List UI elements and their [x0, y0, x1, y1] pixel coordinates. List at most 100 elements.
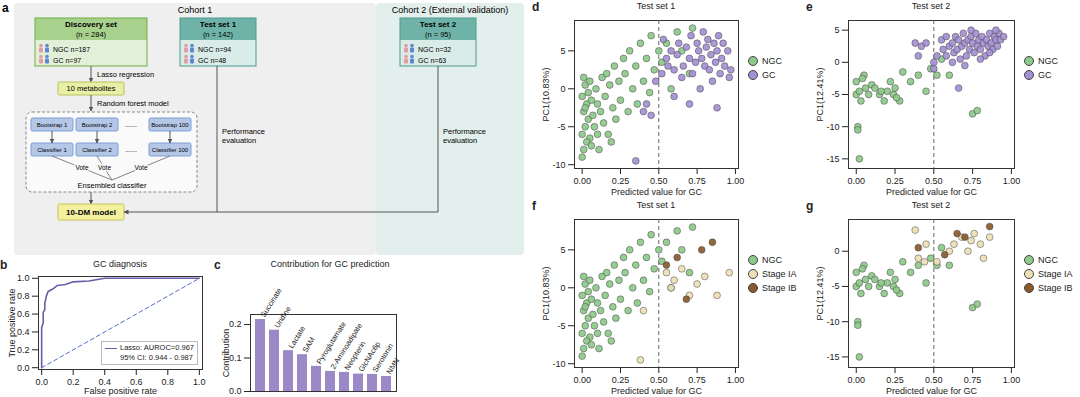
svg-text:Discovery set: Discovery set — [65, 20, 117, 29]
svg-text:-10: -10 — [552, 359, 565, 369]
svg-text:0.00: 0.00 — [847, 176, 865, 186]
svg-text:Vote: Vote — [75, 164, 88, 171]
svg-text:0.00: 0.00 — [573, 176, 591, 186]
svg-text:-15: -15 — [826, 352, 839, 362]
svg-text:0.50: 0.50 — [650, 176, 668, 186]
svg-text:0.0: 0.0 — [229, 386, 242, 396]
svg-text:0: 0 — [834, 57, 839, 67]
svg-text:Classifier 1: Classifier 1 — [37, 147, 67, 153]
svg-text:......: ...... — [125, 146, 137, 153]
svg-text:-5: -5 — [831, 281, 839, 291]
svg-text:Cohort 2 (External validation): Cohort 2 (External validation) — [392, 5, 509, 15]
svg-text:Test set 2: Test set 2 — [420, 20, 457, 29]
svg-text:0.0: 0.0 — [35, 377, 48, 387]
svg-text:1.00: 1.00 — [1003, 375, 1021, 385]
svg-text:(n = 95): (n = 95) — [425, 30, 452, 39]
svg-text:0.00: 0.00 — [573, 375, 591, 385]
svg-text:Bootstrap 100: Bootstrap 100 — [151, 122, 189, 128]
svg-text:GC n=97: GC n=97 — [53, 57, 81, 64]
svg-text:NMN: NMN — [385, 357, 402, 376]
svg-text:NGC n=32: NGC n=32 — [418, 46, 451, 53]
svg-text:......: ...... — [125, 121, 137, 128]
svg-text:PC1(10.83%): PC1(10.83%) — [541, 67, 551, 121]
svg-text:(n = 142): (n = 142) — [203, 30, 234, 39]
svg-text:0.2: 0.2 — [229, 319, 242, 329]
svg-text:Predicted value for GC: Predicted value for GC — [886, 187, 978, 197]
svg-text:(n = 284): (n = 284) — [76, 30, 107, 39]
svg-text:Performanceevaluation: Performanceevaluation — [222, 127, 265, 145]
svg-text:Uridine: Uridine — [273, 305, 293, 330]
svg-text:-5: -5 — [557, 122, 565, 132]
svg-text:0.75: 0.75 — [964, 176, 982, 186]
svg-text:Classifier 100: Classifier 100 — [152, 147, 189, 153]
svg-text:2-Aminoadipate: 2-Aminoadipate — [328, 321, 365, 371]
svg-text:PC1(12.41%): PC1(12.41%) — [815, 266, 825, 320]
svg-text:Vote: Vote — [98, 164, 111, 171]
svg-text:Succinate: Succinate — [258, 286, 284, 319]
svg-text:0.8: 0.8 — [17, 291, 30, 301]
svg-text:Predicted value for GC: Predicted value for GC — [611, 187, 703, 197]
svg-text:0.25: 0.25 — [886, 375, 904, 385]
svg-text:0.00: 0.00 — [847, 375, 865, 385]
svg-text:NGC n=94: NGC n=94 — [198, 46, 231, 53]
svg-text:Lasso regression: Lasso regression — [97, 70, 154, 79]
svg-text:5: 5 — [560, 245, 565, 255]
svg-text:GC n=48: GC n=48 — [198, 57, 226, 64]
svg-text:0.8: 0.8 — [162, 377, 175, 387]
svg-text:Bootstrap 2: Bootstrap 2 — [82, 122, 113, 128]
svg-text:1.00: 1.00 — [1003, 176, 1021, 186]
svg-text:0.6: 0.6 — [17, 309, 30, 319]
svg-text:-10: -10 — [552, 160, 565, 170]
svg-text:1.00: 1.00 — [727, 375, 745, 385]
svg-text:Contribution: Contribution — [221, 329, 231, 378]
svg-text:0: 0 — [560, 283, 565, 293]
svg-text:-5: -5 — [831, 89, 839, 99]
svg-text:-5: -5 — [557, 321, 565, 331]
svg-text:0.25: 0.25 — [612, 375, 630, 385]
svg-text:1.0: 1.0 — [17, 273, 30, 283]
svg-text:0.2: 0.2 — [17, 345, 30, 355]
svg-text:False positive rate: False positive rate — [84, 386, 157, 396]
svg-text:1.00: 1.00 — [727, 176, 745, 186]
svg-text:1.0: 1.0 — [193, 377, 206, 387]
svg-text:-15: -15 — [826, 154, 839, 164]
svg-text:Pyroglutamate: Pyroglutamate — [314, 319, 348, 366]
svg-text:GlcNAc6p: GlcNAc6p — [356, 340, 383, 374]
svg-text:0: 0 — [560, 84, 565, 94]
svg-text:-10: -10 — [826, 317, 839, 327]
svg-text:0.0: 0.0 — [17, 363, 30, 373]
svg-text:a: a — [2, 1, 9, 15]
svg-text:Classifier 2: Classifier 2 — [82, 147, 112, 153]
svg-text:-10: -10 — [826, 122, 839, 132]
svg-text:Predicted value for GC: Predicted value for GC — [611, 386, 703, 396]
svg-text:0.50: 0.50 — [925, 176, 943, 186]
svg-text:PC1(12.41%): PC1(12.41%) — [815, 67, 825, 121]
svg-text:Test set 1: Test set 1 — [200, 20, 237, 29]
svg-text:0: 0 — [834, 246, 839, 256]
svg-text:0.75: 0.75 — [688, 375, 706, 385]
svg-text:0.4: 0.4 — [17, 327, 30, 337]
svg-text:PC1(10.83%): PC1(10.83%) — [541, 266, 551, 320]
svg-text:0.25: 0.25 — [886, 176, 904, 186]
svg-text:Ensembled classifier: Ensembled classifier — [78, 181, 147, 190]
svg-text:Random forest model: Random forest model — [97, 99, 169, 108]
svg-text:5: 5 — [834, 25, 839, 35]
svg-text:5: 5 — [560, 46, 565, 56]
svg-text:Bootstrap 1: Bootstrap 1 — [37, 122, 68, 128]
svg-text:10-DM model: 10-DM model — [66, 208, 116, 217]
svg-text:True positive rate: True positive rate — [7, 288, 17, 357]
svg-text:Vote: Vote — [134, 164, 147, 171]
svg-text:0.75: 0.75 — [688, 176, 706, 186]
svg-text:0.50: 0.50 — [925, 375, 943, 385]
svg-text:10 metabolites: 10 metabolites — [67, 84, 116, 93]
svg-text:Predicted value for GC: Predicted value for GC — [886, 386, 978, 396]
svg-text:0.2: 0.2 — [67, 377, 80, 387]
svg-text:NGC n=187: NGC n=187 — [53, 46, 90, 53]
svg-text:Performanceevaluation: Performanceevaluation — [443, 127, 486, 145]
svg-text:SAM: SAM — [301, 335, 317, 354]
svg-text:Cohort 1: Cohort 1 — [178, 5, 213, 15]
svg-text:GC n=63: GC n=63 — [418, 57, 446, 64]
svg-text:0.75: 0.75 — [964, 375, 982, 385]
svg-text:0.25: 0.25 — [612, 176, 630, 186]
svg-text:0.50: 0.50 — [650, 375, 668, 385]
